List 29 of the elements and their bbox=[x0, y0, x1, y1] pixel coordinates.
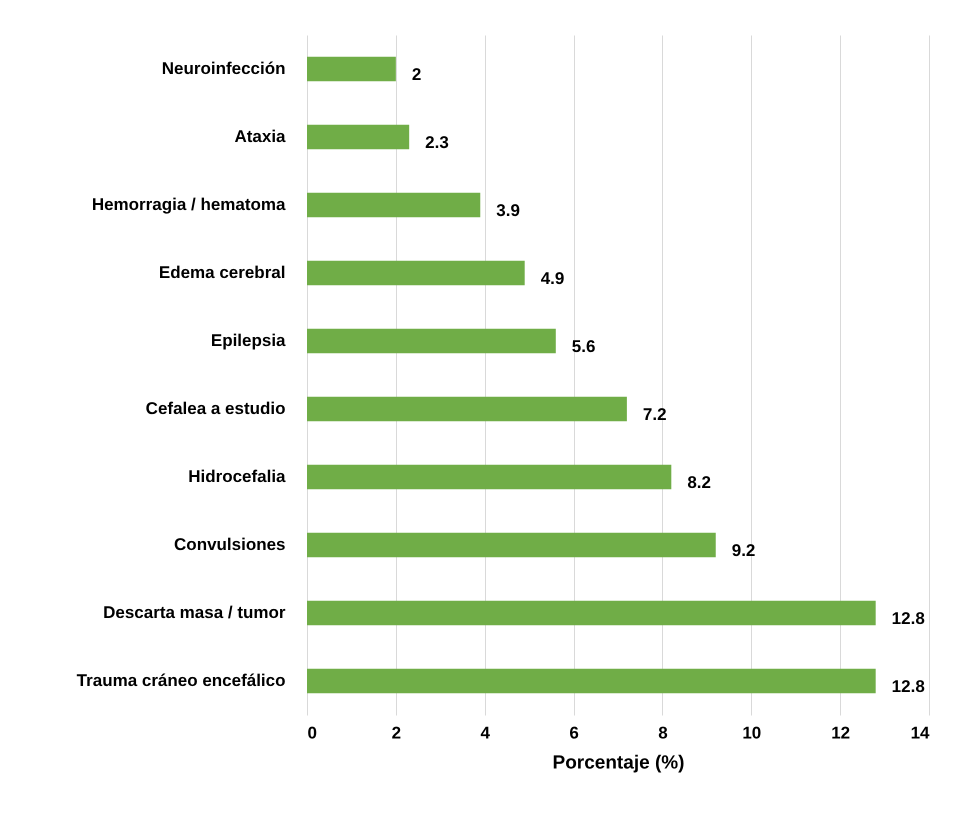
data-label: 12.8 bbox=[892, 677, 925, 696]
x-tick-label: 4 bbox=[480, 724, 490, 742]
y-tick-label: Descarta masa / tumor bbox=[103, 603, 286, 622]
data-label: 8.2 bbox=[687, 473, 711, 492]
y-tick-label: Trauma cráneo encefálico bbox=[76, 671, 286, 690]
data-label: 5.6 bbox=[572, 337, 596, 356]
x-tick-label: 14 bbox=[910, 724, 930, 742]
data-label: 2.3 bbox=[425, 133, 449, 152]
data-label: 12.8 bbox=[892, 609, 925, 628]
y-tick-label: Ataxia bbox=[234, 127, 286, 146]
y-tick-label: Edema cerebral bbox=[158, 263, 286, 282]
x-axis-title: Porcentaje (%) bbox=[552, 752, 684, 774]
y-tick-label: Neuroinfección bbox=[162, 59, 286, 78]
x-tick-label: 0 bbox=[308, 724, 317, 742]
data-label: 4.9 bbox=[540, 269, 564, 288]
x-tick-label: 6 bbox=[569, 724, 579, 742]
y-tick-label: Hidrocefalia bbox=[188, 467, 286, 486]
y-tick-label: Hemorragia / hematoma bbox=[92, 195, 286, 214]
data-label: 7.2 bbox=[642, 405, 667, 424]
x-tick-label: 12 bbox=[831, 724, 850, 742]
data-label: 9.2 bbox=[732, 541, 756, 560]
y-tick-label: Cefalea a estudio bbox=[146, 399, 286, 418]
data-label: 2 bbox=[412, 65, 422, 84]
y-tick-label: Epilepsia bbox=[210, 331, 286, 350]
x-tick-label: 8 bbox=[658, 724, 668, 742]
data-label: 3.9 bbox=[496, 201, 520, 220]
y-tick-label: Convulsiones bbox=[174, 535, 286, 554]
x-tick-label: 10 bbox=[742, 724, 762, 742]
x-tick-label: 2 bbox=[392, 724, 402, 742]
